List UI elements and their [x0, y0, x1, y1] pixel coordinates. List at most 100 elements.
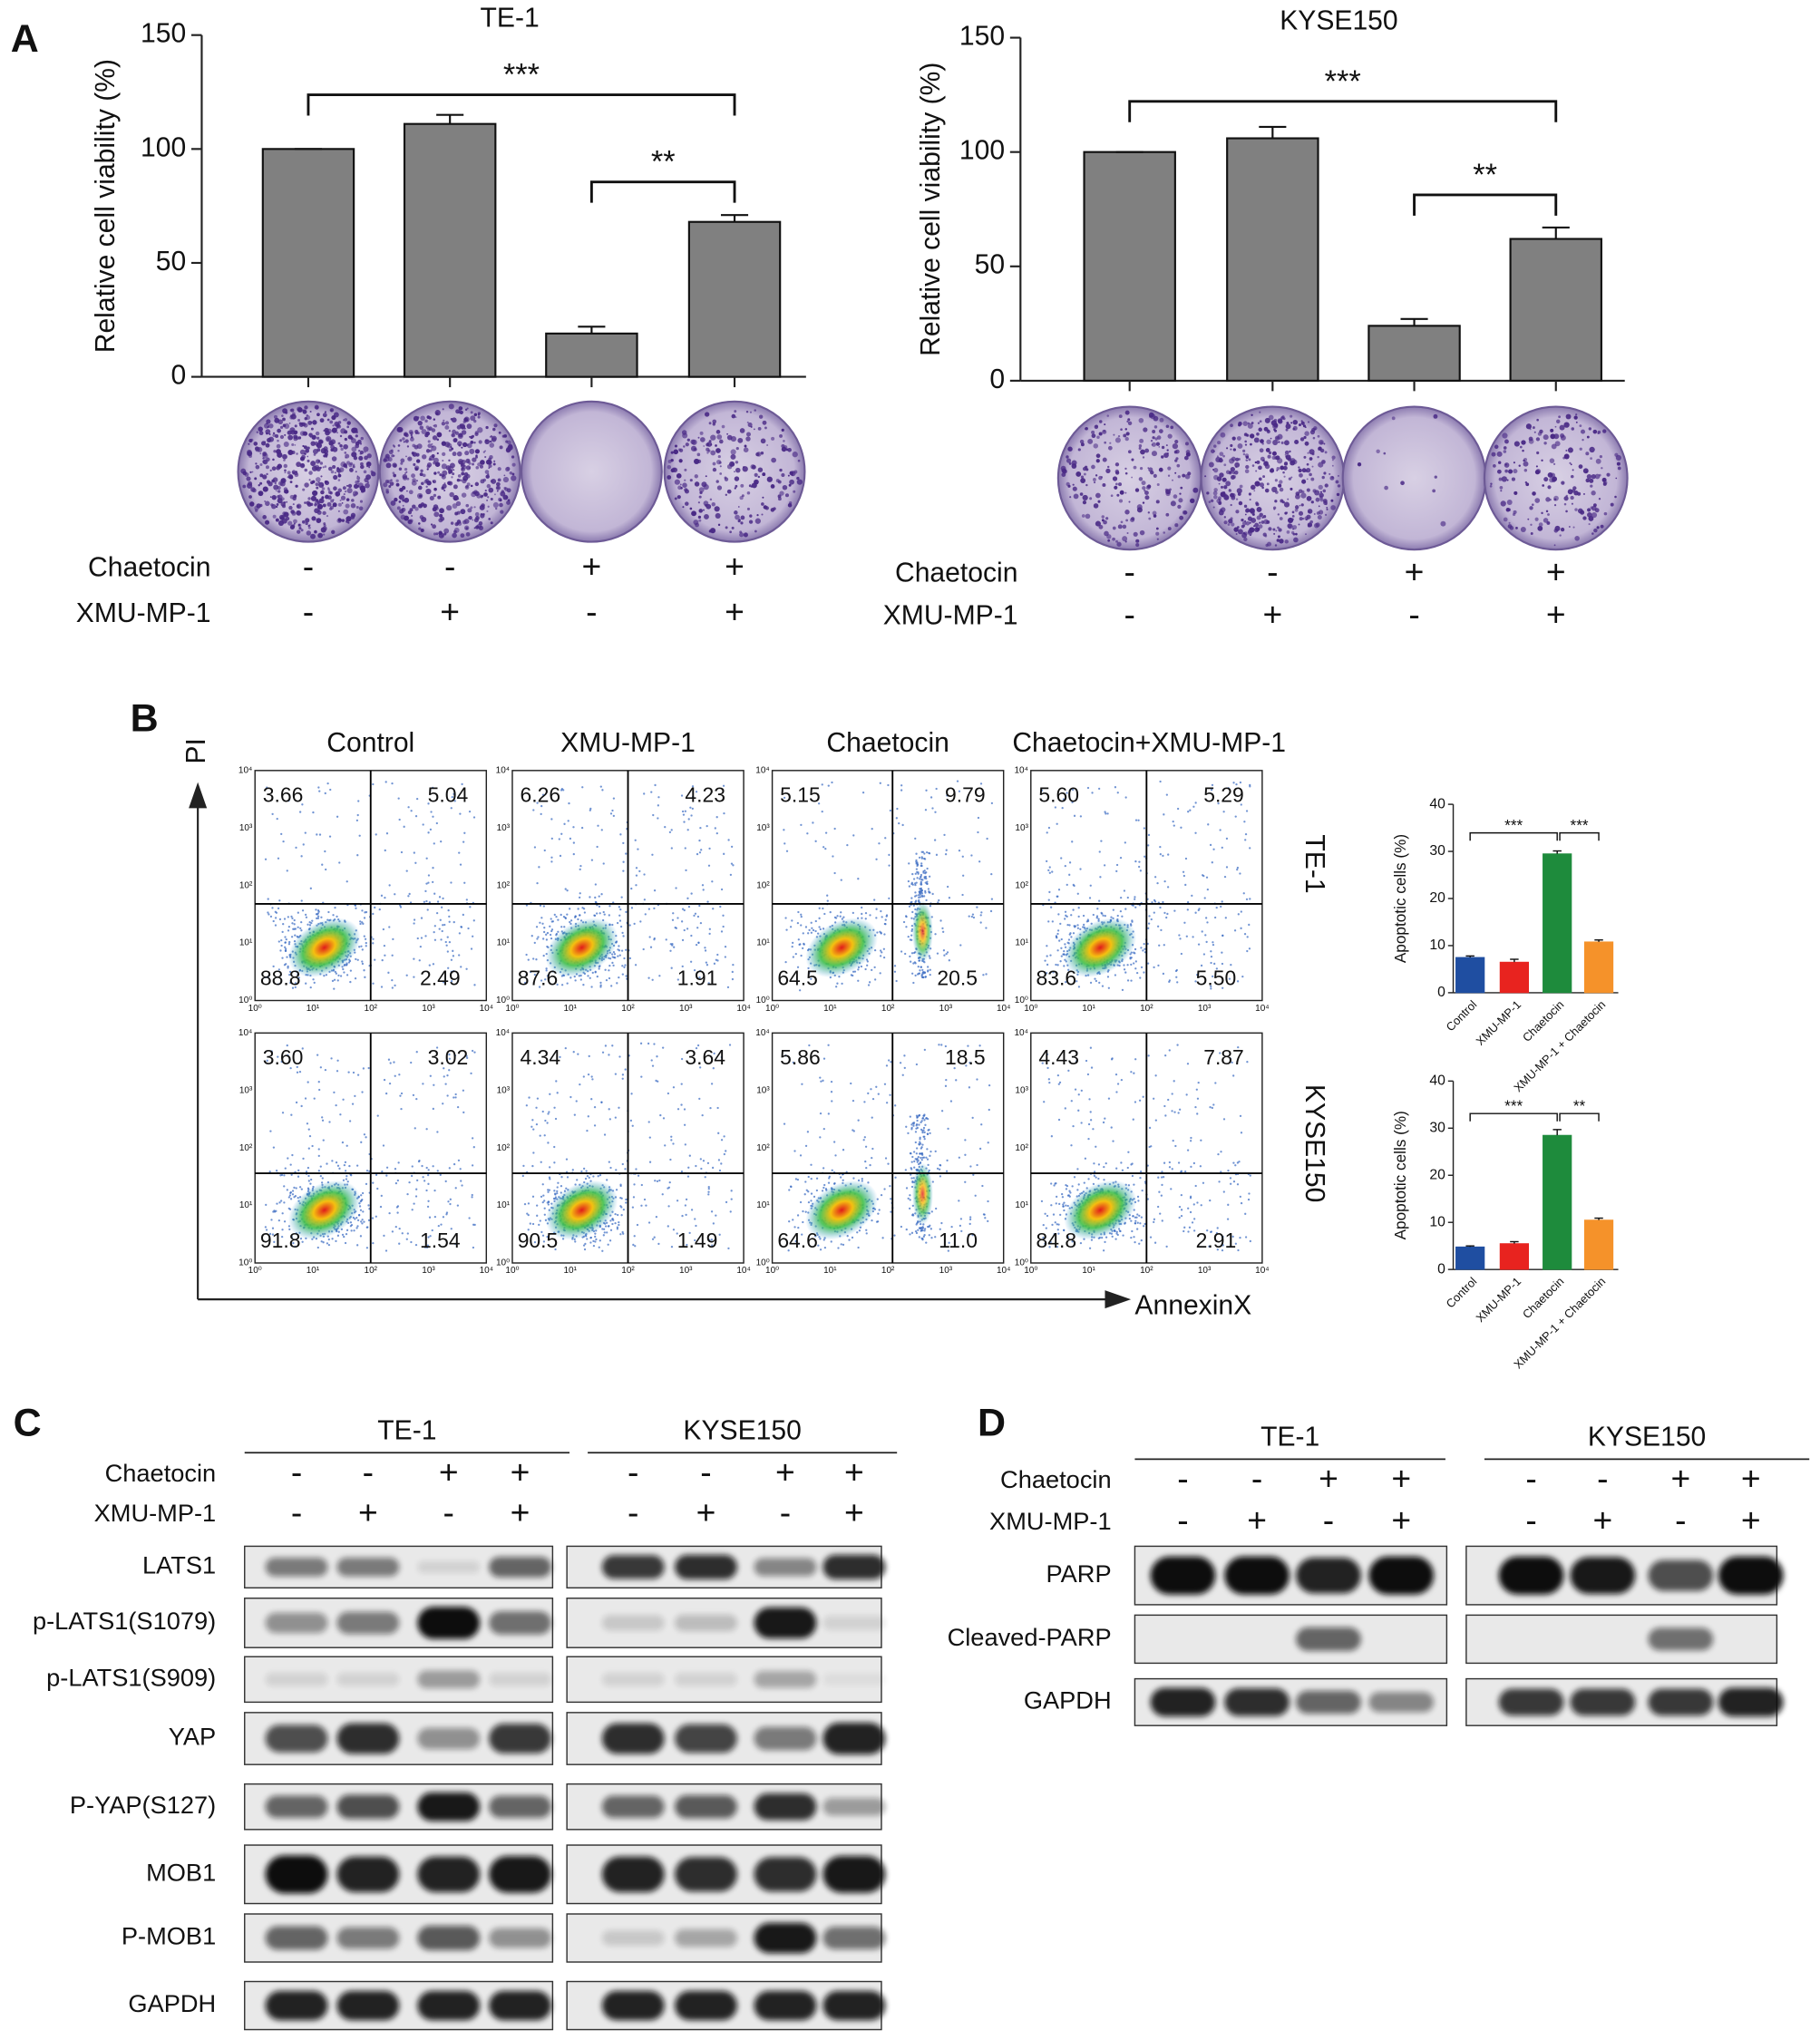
colony	[1331, 464, 1334, 467]
colony	[781, 428, 784, 432]
event-dot	[812, 928, 815, 932]
colony	[1242, 452, 1246, 456]
colony	[717, 523, 721, 527]
colony	[326, 418, 330, 422]
event-dot	[537, 936, 540, 938]
event-dot	[304, 831, 307, 834]
colony	[1091, 464, 1095, 470]
event-dot	[347, 1071, 350, 1073]
event-dot	[925, 899, 928, 902]
event-dot	[1104, 811, 1106, 813]
event-dot	[332, 914, 335, 917]
event-dot	[713, 962, 716, 965]
event-dot	[280, 832, 283, 836]
event-dot	[460, 925, 462, 928]
colony	[323, 430, 326, 432]
colony	[1218, 510, 1224, 516]
event-dot	[422, 1083, 424, 1085]
event-dot	[312, 978, 315, 981]
colony	[1095, 474, 1098, 477]
event-dot	[908, 905, 911, 908]
colony	[1273, 428, 1276, 432]
colony	[396, 506, 401, 510]
colony	[1172, 479, 1173, 481]
colony	[258, 491, 264, 497]
colony	[1319, 491, 1322, 493]
event-dot	[414, 861, 417, 864]
event-dot	[326, 1242, 329, 1245]
colony	[452, 429, 456, 434]
colony	[709, 498, 713, 501]
colony	[363, 489, 365, 491]
colony	[1303, 435, 1307, 440]
colony	[667, 459, 672, 463]
colony	[667, 464, 672, 470]
event-dot	[391, 978, 394, 982]
x-tick-label: XMU-MP-1	[1474, 1275, 1524, 1326]
event-dot	[535, 926, 539, 928]
event-dot	[1192, 936, 1194, 938]
event-dot	[574, 915, 577, 918]
colony	[448, 481, 453, 486]
event-dot	[670, 847, 673, 850]
colony	[1267, 454, 1271, 459]
colony	[691, 510, 697, 517]
event-dot	[637, 848, 639, 850]
colony	[1124, 428, 1128, 431]
event-dot	[1143, 827, 1146, 830]
colony	[1306, 462, 1309, 466]
event-dot	[1223, 876, 1227, 879]
colony	[1170, 425, 1174, 430]
event-dot	[791, 919, 793, 922]
colony	[1067, 484, 1071, 488]
colony	[462, 442, 468, 448]
colony	[1288, 523, 1293, 529]
colony	[1550, 428, 1554, 432]
colony	[1257, 422, 1260, 424]
colony	[1226, 447, 1229, 450]
event-dot	[944, 853, 948, 856]
colony	[1231, 522, 1235, 527]
colony	[1308, 510, 1310, 513]
colony	[298, 527, 302, 530]
colony	[410, 437, 414, 442]
event-dot	[427, 802, 430, 805]
colony	[1582, 438, 1584, 442]
colony	[490, 497, 493, 501]
event-dot	[887, 783, 890, 787]
colony	[460, 509, 466, 515]
colony	[734, 471, 735, 473]
event-dot	[611, 809, 614, 812]
colony	[1543, 442, 1547, 445]
colony	[1570, 495, 1574, 500]
event-dot	[1206, 921, 1209, 924]
colony	[277, 520, 284, 526]
event-dot	[927, 969, 929, 972]
event-dot	[359, 920, 362, 923]
colony	[764, 426, 767, 430]
colony	[388, 450, 394, 455]
colony	[1147, 511, 1151, 514]
colony	[478, 525, 484, 531]
event-dot	[450, 881, 453, 884]
colony	[693, 520, 699, 525]
colony	[740, 483, 745, 488]
colony	[1234, 461, 1241, 468]
colony	[1501, 476, 1507, 482]
event-dot	[792, 956, 795, 958]
significance-label: **	[1573, 1097, 1586, 1115]
event-dot	[579, 868, 581, 871]
colony	[1591, 474, 1596, 480]
colony	[1155, 500, 1160, 504]
colony	[324, 465, 327, 468]
colony	[1530, 532, 1533, 535]
x-tick-label: 10⁴	[736, 1004, 750, 1014]
colony	[398, 500, 402, 503]
event-dot	[1126, 979, 1130, 982]
event-dot	[1103, 864, 1106, 867]
colony	[313, 453, 316, 456]
event-dot	[926, 880, 929, 883]
event-dot	[818, 917, 821, 919]
event-dot	[454, 1187, 457, 1190]
colony	[760, 452, 764, 455]
